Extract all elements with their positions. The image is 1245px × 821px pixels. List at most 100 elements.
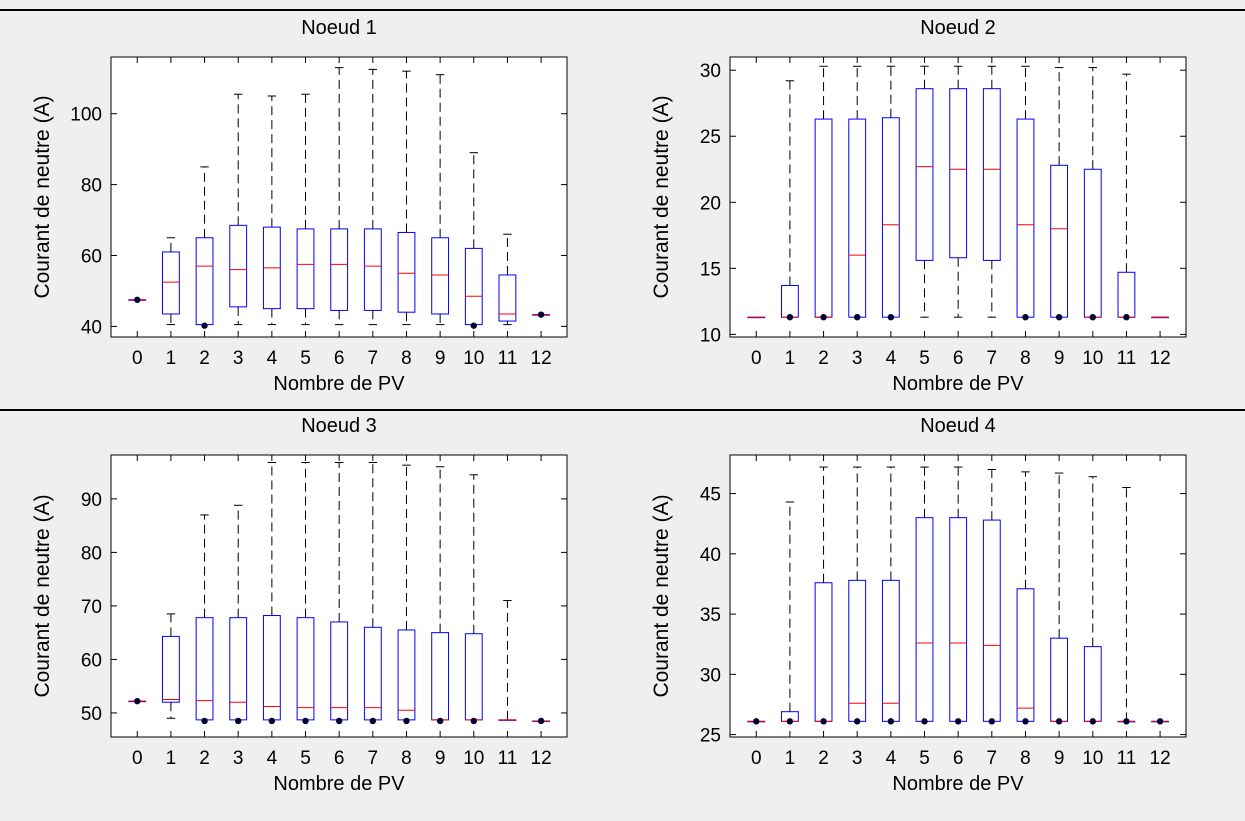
x-tick-label: 4 <box>886 748 897 769</box>
top-border <box>0 9 1245 11</box>
x-tick-label: 0 <box>751 748 762 769</box>
outlier-point <box>470 322 477 329</box>
box-4 <box>262 95 281 326</box>
x-tick-label: 1 <box>166 748 177 769</box>
box-body <box>296 228 315 310</box>
box-7 <box>363 68 382 326</box>
x-tick-label: 7 <box>987 748 998 769</box>
outlier-point <box>537 717 545 725</box>
x-tick-label: 2 <box>818 348 829 369</box>
x-tick-label: 9 <box>1054 748 1065 769</box>
outlier-point <box>1156 718 1164 725</box>
outlier-point <box>201 322 208 329</box>
y-tick-label: 35 <box>700 605 721 626</box>
outlier-point <box>820 718 827 725</box>
box-7 <box>982 65 1001 318</box>
outlier-point <box>1055 718 1063 725</box>
x-tick-label: 10 <box>463 348 484 369</box>
box-12 <box>1151 316 1170 319</box>
x-tick-label: 11 <box>498 348 518 369</box>
outlier-point <box>134 296 141 303</box>
box-1 <box>161 237 180 326</box>
box-body <box>915 88 934 261</box>
outlier-point <box>988 718 996 725</box>
box-5 <box>296 93 315 326</box>
box-9 <box>431 466 450 725</box>
x-tick-label: 11 <box>498 748 518 769</box>
box-11 <box>498 600 517 721</box>
outlier-point <box>1089 718 1096 725</box>
y-axis-label: Courant de neutre (A) <box>31 494 54 697</box>
x-axis-label: Nombre de PV <box>892 373 1024 395</box>
x-tick-label: 6 <box>953 348 964 369</box>
box-0 <box>128 697 147 705</box>
box-6 <box>949 466 968 725</box>
x-tick-label: 11 <box>1117 748 1137 769</box>
box-10 <box>1083 476 1102 725</box>
outlier-point <box>1055 313 1063 321</box>
outlier-point <box>820 313 827 321</box>
box-3 <box>229 504 248 725</box>
box-body <box>982 88 1001 261</box>
outlier-point <box>1022 313 1029 321</box>
box-3 <box>848 65 867 321</box>
box-body <box>161 251 180 315</box>
y-axis-label: Courant de neutre (A) <box>31 95 54 298</box>
box-8 <box>397 464 416 725</box>
box-1 <box>161 613 180 719</box>
y-tick-label: 40 <box>700 545 721 566</box>
y-tick-label: 25 <box>700 726 721 747</box>
outlier-point <box>1123 718 1130 725</box>
y-tick-label: 30 <box>700 665 721 686</box>
outlier-point <box>887 313 895 321</box>
x-tick-label: 2 <box>818 748 829 769</box>
outlier-point <box>1022 718 1029 725</box>
y-tick-label: 70 <box>81 597 102 618</box>
box-5 <box>915 65 934 318</box>
box-11 <box>498 233 517 326</box>
y-tick-label: 50 <box>81 704 102 725</box>
box-12 <box>532 311 551 318</box>
x-tick-label: 10 <box>463 748 484 769</box>
x-axis-label: Nombre de PV <box>892 773 1024 795</box>
x-tick-label: 0 <box>132 348 143 369</box>
x-tick-label: 12 <box>1150 748 1171 769</box>
x-tick-label: 5 <box>919 348 930 369</box>
x-axis-label: Nombre de PV <box>273 373 405 395</box>
x-tick-label: 1 <box>166 348 177 369</box>
box-2 <box>195 166 214 329</box>
outlier-point <box>786 313 794 321</box>
y-tick-label: 20 <box>700 193 721 214</box>
outlier-point <box>134 697 141 705</box>
x-tick-label: 11 <box>1117 348 1137 369</box>
outlier-point <box>436 717 444 725</box>
box-12 <box>1151 718 1170 725</box>
x-tick-label: 6 <box>334 748 345 769</box>
x-tick-label: 8 <box>401 748 412 769</box>
box-1 <box>780 80 799 321</box>
box-12 <box>532 717 551 725</box>
chart-title: Noeud 1 <box>301 17 377 39</box>
y-tick-label: 40 <box>81 317 102 338</box>
outlier-point <box>335 717 343 725</box>
box-6 <box>330 461 349 725</box>
x-tick-label: 5 <box>300 748 311 769</box>
x-tick-label: 6 <box>334 348 345 369</box>
y-tick-label: 25 <box>700 127 721 148</box>
x-tick-label: 9 <box>1054 348 1065 369</box>
outlier-point <box>369 717 377 725</box>
box-body <box>363 228 382 311</box>
y-tick-label: 100 <box>70 105 102 126</box>
box-body <box>498 274 517 322</box>
y-tick-label: 60 <box>81 650 102 671</box>
outlier-point <box>786 718 794 725</box>
x-axis-label: Nombre de PV <box>273 773 405 795</box>
box-body <box>397 231 416 313</box>
box-10 <box>1083 67 1102 321</box>
box-0 <box>747 316 766 319</box>
y-tick-label: 30 <box>700 61 721 82</box>
outlier-point <box>1089 313 1096 321</box>
